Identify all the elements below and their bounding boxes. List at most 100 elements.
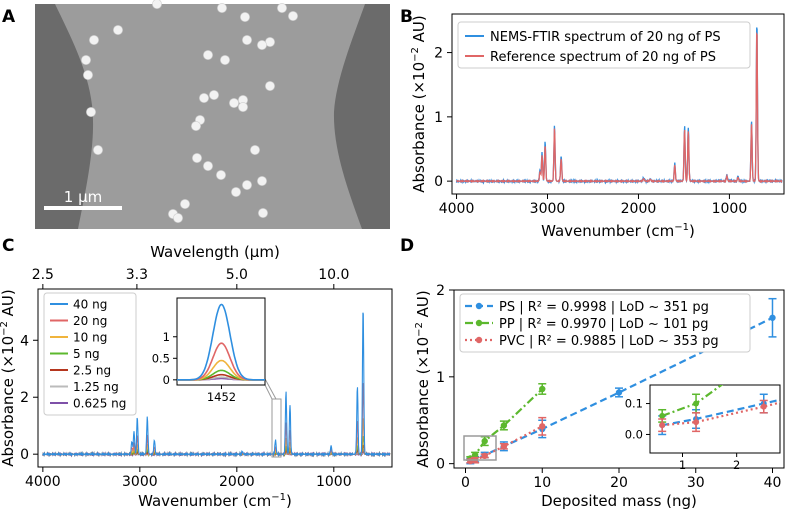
panel-d-inset-point-1-0 <box>659 412 666 419</box>
panel-c-connector-a <box>264 384 273 400</box>
panel-b-xtick-label-1: 3000 <box>530 201 566 217</box>
panel-b-xtick-label-2: 2000 <box>621 201 657 217</box>
panel-d-inset-point-2-2 <box>760 403 767 410</box>
particle-26 <box>250 145 260 155</box>
panel-d-inset-fit-1 <box>661 385 724 417</box>
panel-c-ytick-label-1: 2 <box>20 390 29 406</box>
particle-24 <box>192 153 202 163</box>
particle-34 <box>173 213 183 223</box>
particle-18 <box>229 98 239 108</box>
panel-d-inset-fit-0 <box>662 398 780 427</box>
panel-c-legend-label-3: 5 ng <box>73 347 100 361</box>
panel-d-point-0-6 <box>769 314 776 321</box>
panel-d-inset-point-2-1 <box>693 419 700 426</box>
panel-d-inset-ytick-label-1: 0.1 <box>625 397 643 411</box>
panel-d-legend-marker-1 <box>475 319 483 327</box>
panel-d-inset-fit-2 <box>662 401 780 427</box>
panel-c-zoom-box <box>271 398 282 458</box>
panel-b-xtick-label-0: 4000 <box>439 201 475 217</box>
particle-22 <box>191 121 201 131</box>
panel-d-point-1-2 <box>481 437 488 445</box>
panel-d-inset-point-2-0 <box>659 422 666 429</box>
panel-d-inset-point-1-1 <box>693 400 700 407</box>
particle-5 <box>288 11 298 21</box>
panel-d-xlabel: Deposited mass (ng) <box>541 492 697 510</box>
panel-d-ylabel: Absorbance (×10−2 AU) <box>414 290 432 468</box>
particle-30 <box>242 180 252 190</box>
particle-23 <box>93 145 103 155</box>
panel-c-xtick-label-3: 1000 <box>316 474 352 490</box>
panel-c-series-2 <box>42 418 391 458</box>
panel-label-d: D <box>400 236 414 256</box>
panel-d-point-2-3 <box>500 443 508 450</box>
particle-11 <box>83 70 93 80</box>
particle-12 <box>203 50 213 60</box>
particle-31 <box>180 199 190 209</box>
particle-16 <box>265 81 275 91</box>
panel-c-xtick-label-1: 3000 <box>122 474 158 490</box>
panel-c-inset-ytick-label-2: 1 <box>163 330 170 344</box>
legend-label-nems: NEMS-FTIR spectrum of 20 ng of PS <box>490 30 721 45</box>
panel-a-micrograph: 1 µm <box>35 0 390 229</box>
particle-13 <box>220 55 230 65</box>
panel-d-xtick-label-3: 30 <box>687 475 705 491</box>
scale-bar-label: 1 µm <box>64 188 102 206</box>
particle-15 <box>209 90 219 100</box>
panel-c-legend-label-1: 20 ng <box>73 314 107 328</box>
panel-d-inset-ytick-label-0: 0.0 <box>625 427 643 441</box>
panel-d-legend-label-2: PVC | R² = 0.9885 | LoD ~ 353 pg <box>499 334 719 349</box>
panel-label-c: C <box>2 236 14 256</box>
particle-1 <box>152 0 162 9</box>
particle-29 <box>231 187 241 197</box>
panel-c-xtick-label-0: 4000 <box>25 474 61 490</box>
panel-d-legend-box <box>459 293 751 353</box>
panel-d-ytick-label-1: 1 <box>436 370 445 386</box>
polystyrene-particles <box>81 0 298 223</box>
panel-c-inset-ytick-label-0: 0 <box>163 373 170 387</box>
panel-b-series-1 <box>455 31 783 184</box>
panel-c-top-xtick-label-0: 2.5 <box>32 267 54 283</box>
scale-bar <box>44 206 122 210</box>
panel-d-point-1-3 <box>500 422 508 429</box>
panel-c-legend-label-4: 2.5 ng <box>73 364 111 378</box>
panel-c-xtick-label-2: 2000 <box>219 474 255 490</box>
particle-14 <box>199 93 209 103</box>
panel-c-ylabel: Absorbance (×10−2 AU) <box>0 289 17 467</box>
panel-b-legend: NEMS-FTIR spectrum of 20 ng of PS Refere… <box>457 21 751 69</box>
particle-9 <box>89 35 99 45</box>
legend-label-reference: Reference spectrum of 20 ng of PS <box>490 50 716 65</box>
panel-c-legend-label-6: 0.625 ng <box>73 397 126 411</box>
panel-b-chart: 4000 3000 2000 1000 0 1 2 Wavenumber (cm−1) Ab… <box>410 13 785 240</box>
panel-d-inset-frame <box>649 384 781 454</box>
panel-c-inset-series-0 <box>177 303 265 381</box>
panel-d-legend-marker-2 <box>475 336 483 344</box>
panel-c-inset-frame <box>176 297 266 386</box>
panel-label-b: B <box>400 7 413 27</box>
panel-d-inset-xtick-label-0: 1 <box>679 458 686 472</box>
panel-d-point-0-5 <box>615 389 623 396</box>
panel-c-top-xlabel: Wavelength (µm) <box>150 243 280 261</box>
panel-c-series-0 <box>42 312 391 458</box>
particle-6 <box>242 35 252 45</box>
particle-27 <box>257 176 267 186</box>
panel-d-chart: 0 10 20 30 40 0 1 2 Deposited mass (ng) Absorba… <box>414 283 785 510</box>
panel-b-ytick-label-2: 2 <box>434 46 443 62</box>
panel-d-point-2-4 <box>539 423 546 430</box>
panel-d-point-2-2 <box>481 452 488 460</box>
panel-c-ytick-label-0: 0 <box>20 447 29 463</box>
particle-2 <box>217 3 227 13</box>
panel-c-legend: 40 ng 20 ng 10 ng 5 ng 2.5 ng 1.25 ng 0.625 ng <box>43 292 137 416</box>
panel-b-ytick-label-0: 0 <box>434 174 443 190</box>
panel-c-top-xtick-label-1: 3.3 <box>126 267 148 283</box>
panel-d-zoom-box <box>463 435 497 461</box>
panel-c-inset-ytick-label-1: 0.5 <box>152 351 170 365</box>
panel-c-top-xtick-label-3: 10.0 <box>318 267 349 283</box>
panel-d-inset-point-1-2 <box>761 351 767 357</box>
particle-3 <box>240 12 250 22</box>
panel-c-top-xtick-label-2: 5.0 <box>226 267 248 283</box>
particle-25 <box>203 161 213 171</box>
panel-d-ytick-label-0: 0 <box>436 457 445 473</box>
panel-d-legend-label-0: PS | R² = 0.9998 | LoD ~ 351 pg <box>499 300 709 315</box>
panel-c-legend-box <box>43 292 137 416</box>
